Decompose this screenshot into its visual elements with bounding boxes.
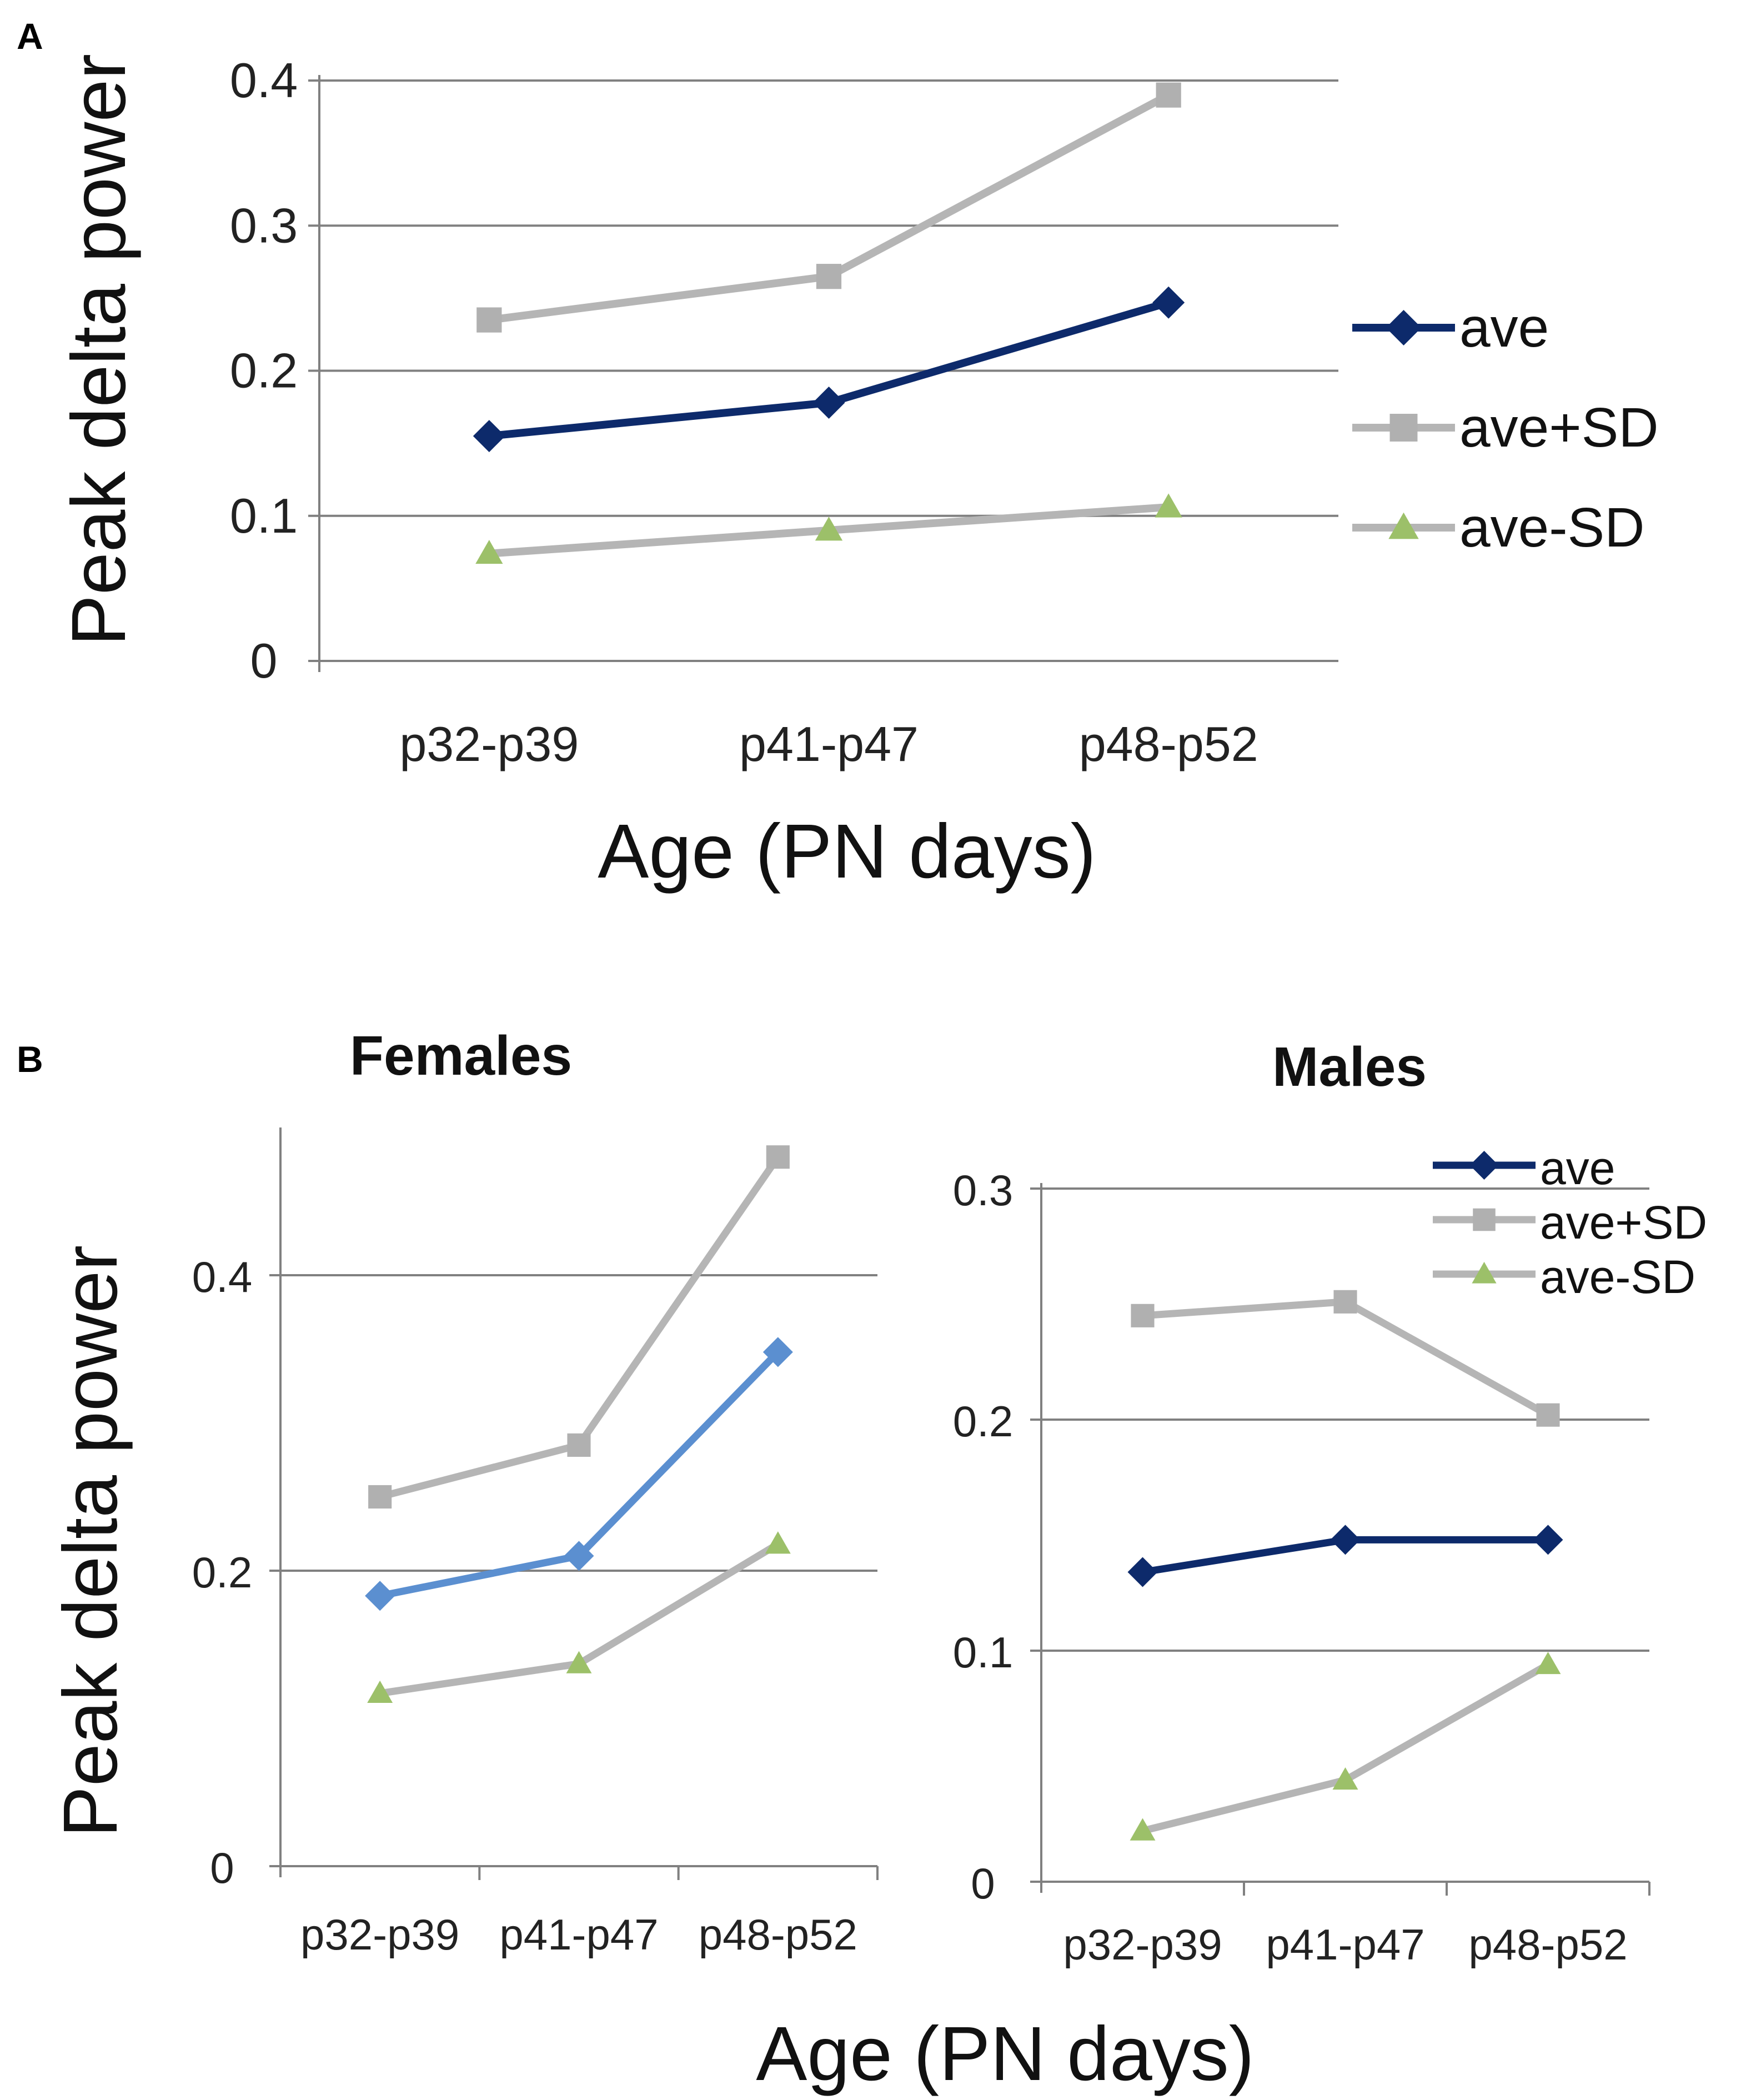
chart-females-title: Females xyxy=(350,1025,572,1087)
chart-males-legend-entry-label: ave-SD xyxy=(1540,1251,1695,1303)
chart-a-legend-entry-label: ave xyxy=(1459,297,1549,359)
chart-a-point-aveminusSD xyxy=(1155,493,1182,518)
chart-a-y-tick-label: 0.2 xyxy=(230,343,298,398)
chart-a-x-tick-label: p48-p52 xyxy=(1079,716,1258,771)
chart-a-xlabel: Age (PN days) xyxy=(598,809,1096,894)
chart-females-point-aveminusSD xyxy=(566,1651,592,1673)
chart-males-legend-swatch-marker xyxy=(1469,1151,1499,1180)
chart-females-y-tick-label: 0.2 xyxy=(192,1548,252,1597)
chart-females: 0 0.2 0.4 p32-p39 p41-p47 p48-p52 xyxy=(192,1127,879,1959)
chart-males: 0 0.1 0.2 0.3 p32-p39 p41-p47 p48-p52 xyxy=(953,1166,1650,1969)
chart-males-legend-swatch-marker xyxy=(1472,1261,1497,1284)
chart-a-y-tick-label: 0.1 xyxy=(230,488,298,543)
chart-males-title: Males xyxy=(1272,1036,1427,1098)
chart-males-x-tick-label: p41-p47 xyxy=(1266,1920,1424,1969)
chart-a-point-aveminusSD xyxy=(815,517,843,541)
chart-a-legend-swatch-marker xyxy=(1388,512,1419,539)
chart-males-point-ave xyxy=(1533,1525,1563,1555)
chart-females-point-ave xyxy=(762,1337,793,1367)
chart-a-legend-swatch-marker xyxy=(1386,310,1422,345)
chart-females-point-aveplusSD xyxy=(567,1433,591,1457)
chart-a-y-tick-label: 0.4 xyxy=(230,53,298,108)
chart-a-ylabel: Peak delta power xyxy=(56,54,142,646)
chart-males-y-tick-label: 0.1 xyxy=(953,1628,1013,1677)
panel-label-a: A xyxy=(17,16,43,57)
chart-males-point-ave xyxy=(1127,1557,1158,1587)
chart-a-point-aveplusSD xyxy=(1156,82,1181,108)
chart-males-legend-entry-label: ave xyxy=(1540,1142,1615,1194)
chart-males-legend-swatch-marker xyxy=(1473,1208,1496,1231)
chart-a-y-tick-label: 0 xyxy=(250,633,278,688)
chart-females-y-tick-label: 0.4 xyxy=(192,1252,252,1301)
chart-males-legend-entry-label: ave+SD xyxy=(1540,1196,1707,1249)
chart-a-y-tick-label: 0.3 xyxy=(230,198,298,253)
chart-females-x-tick-label: p48-p52 xyxy=(699,1910,857,1959)
chart-a-point-aveminusSD xyxy=(475,540,503,564)
chart-a-legend-entry-label: ave+SD xyxy=(1459,397,1659,459)
chart-females-x-tick-label: p32-p39 xyxy=(300,1910,459,1959)
chart-males-series-aveminusSD-line xyxy=(1141,1661,1550,1835)
chart-females-point-aveminusSD xyxy=(367,1680,393,1703)
chart-a-legend-swatch-marker xyxy=(1389,414,1418,442)
chart-males-point-aveminusSD xyxy=(1332,1767,1358,1790)
chart-males-point-aveminusSD xyxy=(1535,1652,1561,1675)
chart-a-point-ave xyxy=(1152,286,1185,319)
chart-males-point-aveminusSD xyxy=(1130,1818,1156,1841)
chart-females-point-aveplusSD xyxy=(766,1145,790,1169)
chart-males-y-tick-label: 0.2 xyxy=(953,1397,1013,1446)
chart-males-y-tick-label: 0 xyxy=(971,1859,995,1908)
chart-a-legend: ave ave+SD ave-SD xyxy=(1352,297,1659,559)
chart-a-point-aveplusSD xyxy=(476,307,502,333)
chart-males-y-tick-label: 0.3 xyxy=(953,1166,1013,1215)
chart-females-point-ave xyxy=(564,1541,594,1571)
chart-a-x-tick-label: p41-p47 xyxy=(739,716,919,771)
chart-males-series-aveplusSD-line xyxy=(1142,1298,1550,1419)
chart-males-point-ave xyxy=(1330,1525,1361,1555)
chart-males-point-aveplusSD xyxy=(1333,1290,1357,1314)
panel-label-b: B xyxy=(17,1039,43,1080)
chart-males-point-aveplusSD xyxy=(1536,1403,1560,1427)
chart-b-ylabel: Peak delta power xyxy=(48,1245,133,1837)
chart-a-legend-entry-label: ave-SD xyxy=(1459,497,1644,559)
chart-females-y-tick-label: 0 xyxy=(210,1843,234,1892)
chart-males-point-aveplusSD xyxy=(1131,1304,1155,1327)
chart-females-x-tick-label: p41-p47 xyxy=(499,1910,658,1959)
chart-females-point-aveminusSD xyxy=(765,1531,791,1554)
chart-b-xlabel: Age (PN days) xyxy=(756,2011,1254,2097)
chart-a-point-ave xyxy=(473,420,505,453)
chart-a-x-tick-label: p32-p39 xyxy=(399,716,579,771)
chart-females-point-ave xyxy=(365,1581,395,1611)
chart-females-point-aveplusSD xyxy=(368,1485,392,1509)
chart-a-point-ave xyxy=(812,386,845,419)
chart-males-x-tick-label: p32-p39 xyxy=(1063,1920,1222,1969)
chart-a-point-aveplusSD xyxy=(816,264,842,289)
chart-males-x-tick-label: p48-p52 xyxy=(1468,1920,1627,1969)
chart-a: 0 0.1 0.2 0.3 0.4 p32-p39 p41-p47 p48-p52 xyxy=(230,53,1338,771)
